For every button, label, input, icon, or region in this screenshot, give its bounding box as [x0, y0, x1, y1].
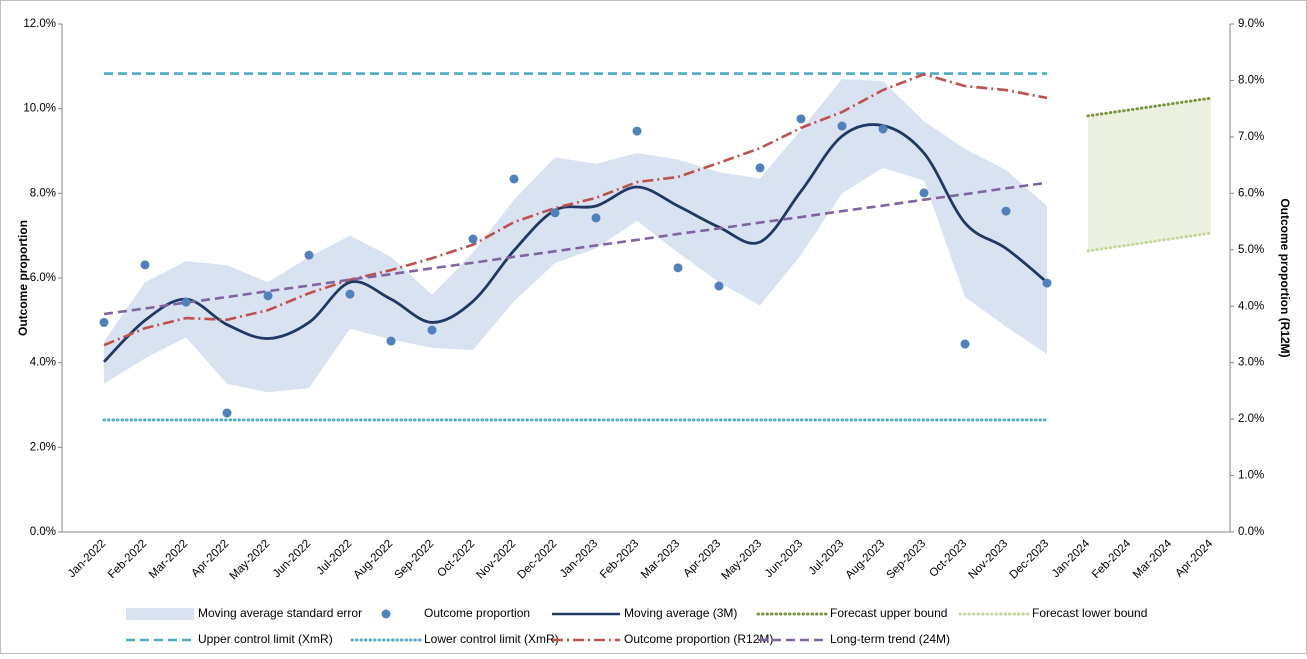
data-point: [960, 339, 970, 349]
y2-tick-label: 3.0%: [1238, 357, 1264, 369]
y2-tick-label: 0.0%: [1238, 526, 1264, 538]
y-tick-label: 12.0%: [23, 18, 56, 30]
data-point: [263, 291, 273, 301]
data-point: [796, 114, 806, 124]
data-point: [386, 336, 396, 346]
data-point: [632, 126, 642, 136]
forecast-band: [1088, 98, 1211, 251]
y-tick-label: 10.0%: [23, 103, 56, 115]
line-series: [1086, 96, 1213, 118]
data-point: [345, 289, 355, 299]
legend-swatch: [381, 609, 391, 619]
line-series: [103, 72, 1048, 347]
y-tick-label: 6.0%: [30, 272, 56, 284]
data-point: [509, 174, 519, 184]
data-point: [755, 163, 765, 173]
data-point: [1001, 206, 1011, 216]
legend-label: Outcome proportion: [424, 606, 530, 620]
y-tick-label: 8.0%: [30, 187, 56, 199]
y2-tick-label: 5.0%: [1238, 244, 1264, 256]
legend-label: Forecast lower bound: [1032, 606, 1147, 620]
y2-tick-label: 6.0%: [1238, 187, 1264, 199]
legend-label: Long-term trend (24M): [830, 632, 950, 646]
y2-tick-label: 1.0%: [1238, 470, 1264, 482]
legend-label: Lower control limit (XmR): [424, 632, 559, 646]
y-tick-label: 2.0%: [30, 441, 56, 453]
line-series: [1086, 231, 1213, 253]
data-point: [878, 124, 888, 134]
y-tick-label: 4.0%: [30, 357, 56, 369]
line-series: [103, 181, 1048, 316]
data-point: [427, 325, 437, 335]
data-point: [304, 250, 314, 260]
data-point: [468, 234, 478, 244]
data-point: [673, 263, 683, 273]
y2-axis-title: Outcome proportion (R12M): [1278, 198, 1292, 357]
data-point: [714, 281, 724, 291]
data-point: [181, 297, 191, 307]
data-point: [222, 408, 232, 418]
y2-tick-label: 8.0%: [1238, 74, 1264, 86]
y2-tick-label: 9.0%: [1238, 18, 1264, 30]
legend-label: Moving average (3M): [624, 606, 737, 620]
error-band: [104, 79, 1047, 393]
y2-tick-label: 4.0%: [1238, 300, 1264, 312]
y-axis-title: Outcome proportion: [16, 220, 30, 336]
y2-tick-label: 7.0%: [1238, 131, 1264, 143]
line-series: [103, 123, 1048, 363]
legend-label: Upper control limit (XmR): [198, 632, 333, 646]
legend-label: Outcome proportion (R12M): [624, 632, 773, 646]
legend-label: Moving average standard error: [198, 606, 362, 620]
y-tick-label: 0.0%: [30, 526, 56, 538]
y2-tick-label: 2.0%: [1238, 413, 1264, 425]
data-point: [550, 208, 560, 218]
data-point: [837, 121, 847, 131]
data-point: [1042, 278, 1052, 288]
legend-swatch: [126, 608, 194, 620]
data-point: [591, 213, 601, 223]
data-point: [99, 317, 109, 327]
data-point: [919, 188, 929, 198]
legend-label: Forecast upper bound: [830, 606, 947, 620]
plot-area: [99, 72, 1213, 422]
data-point: [140, 260, 150, 270]
